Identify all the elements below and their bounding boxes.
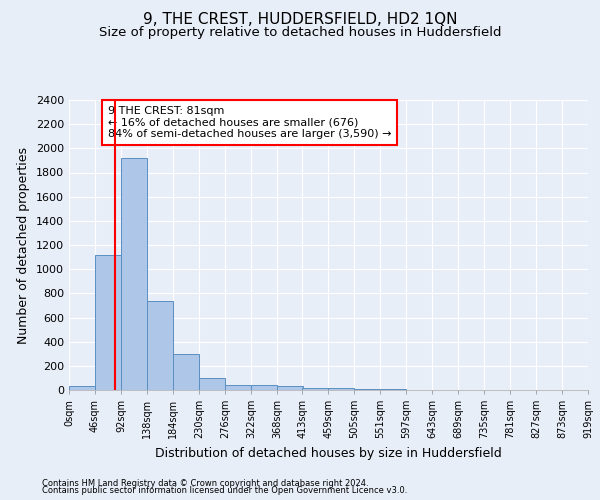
Bar bbox=[302, 388, 328, 390]
Bar bbox=[225, 384, 251, 390]
Text: Size of property relative to detached houses in Huddersfield: Size of property relative to detached ho… bbox=[99, 26, 501, 39]
Bar bbox=[251, 386, 277, 390]
Bar bbox=[277, 386, 303, 390]
Text: Contains public sector information licensed under the Open Government Licence v3: Contains public sector information licen… bbox=[42, 486, 407, 495]
Bar bbox=[95, 254, 121, 390]
Bar bbox=[199, 378, 225, 390]
Text: Contains HM Land Registry data © Crown copyright and database right 2024.: Contains HM Land Registry data © Crown c… bbox=[42, 478, 368, 488]
Text: 9 THE CREST: 81sqm
← 16% of detached houses are smaller (676)
84% of semi-detach: 9 THE CREST: 81sqm ← 16% of detached hou… bbox=[108, 106, 391, 139]
Bar bbox=[69, 386, 95, 390]
X-axis label: Distribution of detached houses by size in Huddersfield: Distribution of detached houses by size … bbox=[155, 446, 502, 460]
Bar bbox=[121, 158, 147, 390]
Bar bbox=[147, 300, 173, 390]
Bar bbox=[328, 388, 354, 390]
Bar bbox=[354, 388, 380, 390]
Y-axis label: Number of detached properties: Number of detached properties bbox=[17, 146, 31, 344]
Bar bbox=[173, 354, 199, 390]
Text: 9, THE CREST, HUDDERSFIELD, HD2 1QN: 9, THE CREST, HUDDERSFIELD, HD2 1QN bbox=[143, 12, 457, 28]
